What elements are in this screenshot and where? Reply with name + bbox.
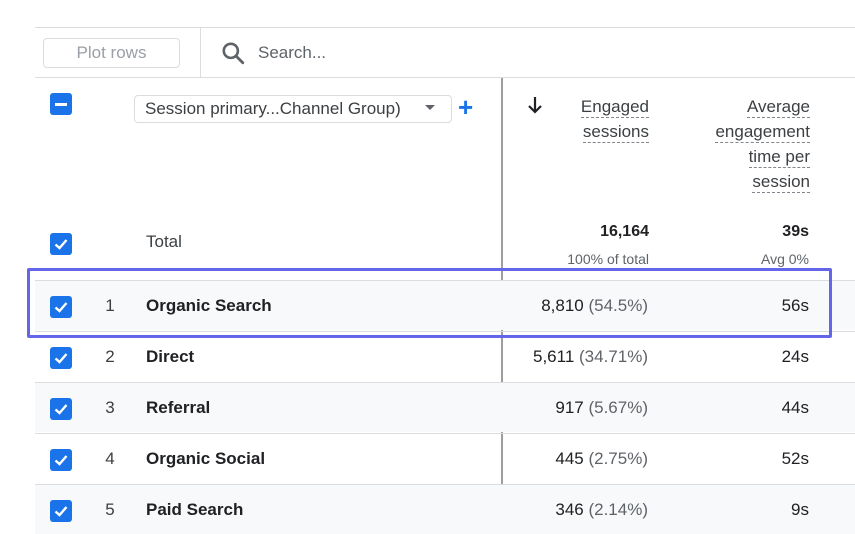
row-channel-name: Direct xyxy=(146,347,195,366)
row-index: 2 xyxy=(105,347,115,366)
row-engaged-sessions: 8,810 (54.5%) xyxy=(541,296,648,316)
row-avg-engagement-time: 44s xyxy=(781,398,809,417)
checkbox-checked-icon xyxy=(54,404,68,415)
checkbox-checked-icon xyxy=(54,353,68,364)
table-row[interactable]: 2 Direct 5,611 (34.71%) 24s xyxy=(35,331,855,381)
header-line: sessions xyxy=(582,122,649,143)
row-avg-engagement-time: 52s xyxy=(781,449,809,468)
header-line: session xyxy=(752,172,810,193)
table-row[interactable]: 4 Organic Social 445 (2.75%) 52s xyxy=(35,433,855,483)
row-channel-name: Paid Search xyxy=(146,500,244,519)
arrow-down-icon[interactable] xyxy=(526,95,544,115)
table-row[interactable]: 5 Paid Search 346 (2.14%) 9s xyxy=(35,484,855,534)
row-avg-engagement-time: 56s xyxy=(781,296,809,315)
toolbar-divider xyxy=(200,28,201,77)
checkbox-checked-icon xyxy=(54,455,68,466)
row-engaged-percent: (2.14%) xyxy=(588,500,648,519)
row-engaged-percent: (5.67%) xyxy=(588,398,648,417)
total-label: Total xyxy=(146,232,182,251)
header-line: engagement xyxy=(715,122,810,143)
row-index: 1 xyxy=(105,296,115,315)
checkbox-checked-icon xyxy=(54,506,68,517)
toolbar-bottom-divider xyxy=(35,77,855,78)
select-all-checkbox[interactable] xyxy=(50,93,72,115)
row-engaged-percent: (34.71%) xyxy=(579,347,648,366)
plus-icon[interactable]: + xyxy=(458,92,474,122)
header-line: Average xyxy=(746,97,810,118)
row-channel-name: Organic Search xyxy=(146,296,272,315)
checkbox-checked-icon xyxy=(54,302,68,313)
header-line: time per xyxy=(748,147,810,168)
search-input[interactable] xyxy=(258,40,658,66)
total-avg-engagement-time: 39s xyxy=(782,223,809,240)
row-engaged-sessions: 5,611 (34.71%) xyxy=(533,347,648,367)
row-index: 3 xyxy=(105,398,115,417)
total-checkbox[interactable] xyxy=(50,233,72,255)
table-row[interactable]: 3 Referral 917 (5.67%) 44s xyxy=(35,382,855,432)
row-checkbox[interactable] xyxy=(50,347,72,369)
dimension-select[interactable]: Session primary...Channel Group) xyxy=(134,95,452,123)
checkbox-checked-icon xyxy=(54,239,68,250)
row-checkbox[interactable] xyxy=(50,296,72,318)
plot-rows-button[interactable]: Plot rows xyxy=(43,38,180,68)
row-index: 5 xyxy=(105,500,115,519)
row-engaged-sessions: 445 (2.75%) xyxy=(555,449,648,469)
total-engaged-sessions: 16,164 xyxy=(600,223,649,240)
header-line: Engaged xyxy=(580,97,649,118)
column-header-avg-engagement-time[interactable]: Average engagement time per session xyxy=(715,94,810,194)
table-row[interactable]: 1 Organic Search 8,810 (54.5%) 56s xyxy=(35,280,855,330)
row-channel-name: Referral xyxy=(146,398,211,417)
row-engaged-value: 346 xyxy=(555,500,584,519)
total-avg-engagement-time-sub: Avg 0% xyxy=(761,251,809,267)
row-engaged-sessions: 346 (2.14%) xyxy=(555,500,648,520)
row-channel-name: Organic Social xyxy=(146,449,266,468)
row-checkbox[interactable] xyxy=(50,500,72,522)
chevron-down-icon xyxy=(425,105,435,110)
row-engaged-value: 917 xyxy=(555,398,584,417)
top-divider xyxy=(35,27,855,28)
row-engaged-value: 5,611 xyxy=(533,347,575,366)
row-avg-engagement-time: 9s xyxy=(791,500,809,519)
column-header-engaged-sessions[interactable]: Engaged sessions xyxy=(580,94,649,144)
row-engaged-percent: (2.75%) xyxy=(588,449,648,468)
row-engaged-value: 8,810 xyxy=(541,296,584,315)
search-icon[interactable] xyxy=(220,40,246,66)
row-index: 4 xyxy=(105,449,115,468)
row-engaged-value: 445 xyxy=(555,449,584,468)
row-checkbox[interactable] xyxy=(50,398,72,420)
row-checkbox[interactable] xyxy=(50,449,72,471)
row-engaged-percent: (54.5%) xyxy=(588,296,648,315)
row-engaged-sessions: 917 (5.67%) xyxy=(555,398,648,418)
row-avg-engagement-time: 24s xyxy=(781,347,809,366)
total-engaged-sessions-share: 100% of total xyxy=(567,251,649,267)
